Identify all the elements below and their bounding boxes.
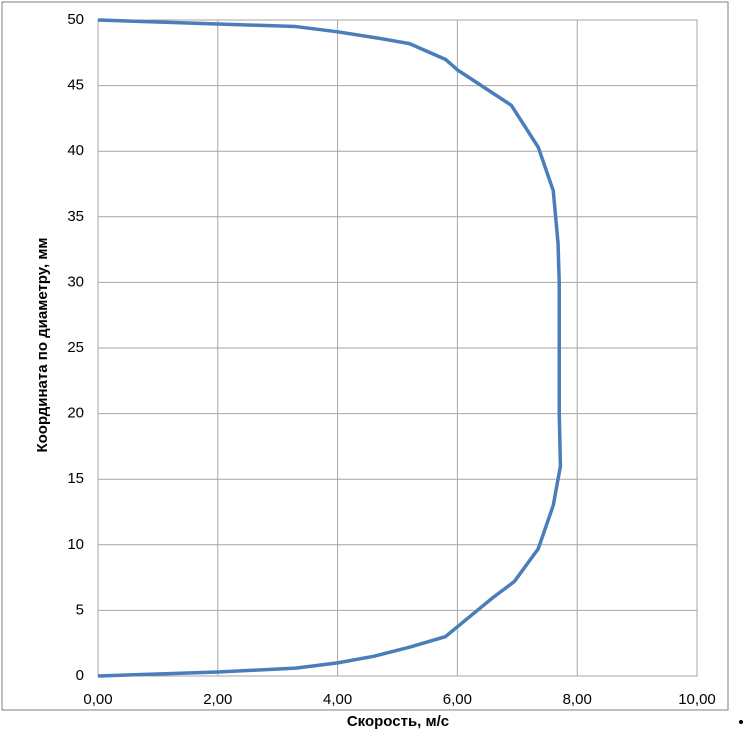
y-tick-label: 25 bbox=[67, 339, 84, 356]
plot-border bbox=[97, 19, 698, 677]
y-tick-label: 35 bbox=[67, 208, 84, 225]
y-axis-label: Координата по диаметру, мм bbox=[34, 237, 51, 452]
y-tick-label: 40 bbox=[67, 142, 84, 159]
y-tick-label: 10 bbox=[67, 536, 84, 553]
x-tick-label: 4,00 bbox=[323, 691, 352, 708]
data-line bbox=[97, 18, 563, 678]
y-tick-label: 45 bbox=[67, 77, 84, 94]
y-tick-label: 50 bbox=[67, 11, 84, 28]
dot bbox=[739, 720, 743, 724]
x-tick-label: 0,00 bbox=[83, 691, 112, 708]
x-tick-label: 10,00 bbox=[678, 691, 716, 708]
y-tick-label: 20 bbox=[67, 405, 84, 422]
y-tick-label: 5 bbox=[76, 601, 84, 618]
chart-frame bbox=[1, 1, 729, 711]
y-tick-label: 0 bbox=[76, 667, 84, 684]
y-tick-label: 15 bbox=[67, 470, 84, 487]
x-tick-label: 2,00 bbox=[203, 691, 232, 708]
x-tick-label: 8,00 bbox=[563, 691, 592, 708]
x-axis-label: Скорость, м/с bbox=[347, 713, 449, 730]
y-tick-label: 30 bbox=[67, 273, 84, 290]
x-tick-label: 6,00 bbox=[443, 691, 472, 708]
